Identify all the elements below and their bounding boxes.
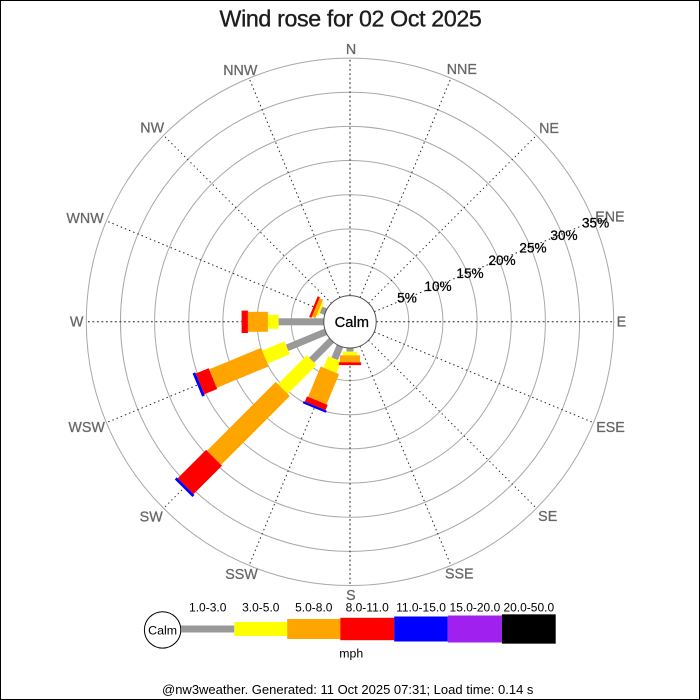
svg-text:1.0-3.0: 1.0-3.0: [189, 600, 227, 614]
svg-text:NW: NW: [140, 121, 164, 137]
svg-text:5.0-8.0: 5.0-8.0: [295, 600, 333, 614]
svg-text:Wind rose for 02 Oct 2025: Wind rose for 02 Oct 2025: [220, 5, 482, 31]
svg-text:SSW: SSW: [225, 567, 258, 583]
svg-text:NE: NE: [539, 121, 559, 137]
svg-text:15.0-20.0: 15.0-20.0: [450, 600, 501, 614]
svg-text:WSW: WSW: [68, 420, 105, 436]
svg-text:Calm: Calm: [148, 623, 177, 637]
svg-text:NNW: NNW: [223, 63, 258, 79]
svg-text:W: W: [70, 314, 84, 330]
svg-text:WNW: WNW: [66, 211, 104, 227]
svg-text:20%: 20%: [488, 253, 515, 268]
svg-text:10%: 10%: [424, 279, 451, 294]
svg-text:ESE: ESE: [596, 420, 625, 436]
svg-text:N: N: [346, 42, 356, 58]
svg-text:SW: SW: [140, 509, 164, 525]
svg-text:S: S: [346, 588, 356, 604]
svg-text:35%: 35%: [582, 215, 609, 230]
svg-text:Calm: Calm: [335, 315, 369, 331]
svg-text:E: E: [617, 314, 627, 330]
svg-text:11.0-15.0: 11.0-15.0: [396, 600, 446, 614]
svg-text:NNE: NNE: [447, 62, 477, 78]
svg-text:25%: 25%: [519, 241, 546, 256]
svg-text:mph: mph: [339, 646, 363, 660]
svg-text:30%: 30%: [550, 228, 577, 243]
svg-text:15%: 15%: [456, 266, 483, 281]
svg-text:SSE: SSE: [445, 567, 474, 583]
svg-text:SE: SE: [538, 509, 557, 525]
svg-text:8.0-11.0: 8.0-11.0: [346, 600, 389, 614]
svg-text:ENE: ENE: [595, 210, 624, 226]
svg-text:5%: 5%: [397, 290, 417, 305]
svg-text:20.0-50.0: 20.0-50.0: [503, 600, 554, 614]
svg-text:3.0-5.0: 3.0-5.0: [242, 600, 280, 614]
svg-text:@nw3weather. Generated: 11 Oct: @nw3weather. Generated: 11 Oct 2025 07:3…: [162, 682, 534, 697]
